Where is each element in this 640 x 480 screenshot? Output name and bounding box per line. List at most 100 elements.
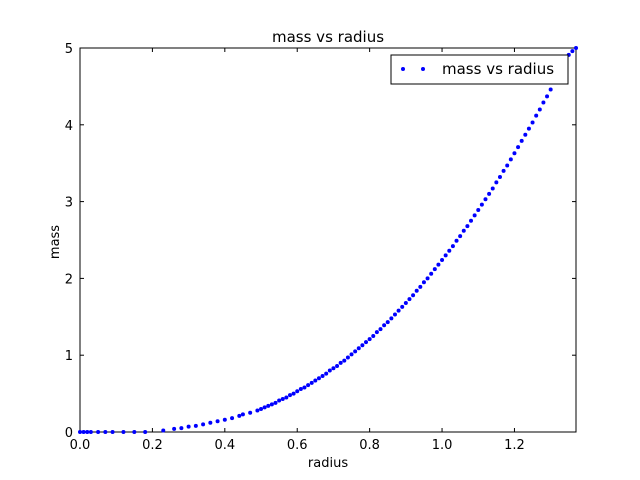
y-tick-label: 3 (65, 196, 73, 211)
data-point (262, 405, 267, 410)
data-point (240, 412, 245, 417)
data-point (273, 400, 278, 405)
data-point (414, 288, 419, 293)
data-point (222, 417, 227, 422)
data-point (193, 423, 198, 428)
data-point (418, 284, 423, 289)
data-point (161, 428, 166, 433)
data-point (519, 138, 524, 143)
data-point (121, 430, 126, 434)
data-point (291, 391, 296, 396)
data-point (230, 416, 235, 421)
data-point (508, 157, 513, 162)
data-point (132, 430, 137, 434)
data-point (534, 113, 539, 118)
legend-marker (401, 67, 405, 71)
data-point (179, 426, 184, 431)
data-point (512, 151, 517, 156)
data-point (237, 413, 242, 418)
data-point (483, 197, 488, 202)
data-point (425, 276, 430, 281)
plot-area (79, 47, 577, 433)
y-axis-label: mass (48, 225, 63, 259)
data-point (364, 340, 369, 345)
data-point (327, 368, 332, 373)
x-tick-label: 0.2 (142, 438, 163, 453)
data-point (103, 430, 108, 434)
data-point (400, 304, 405, 309)
y-tick-label: 4 (65, 119, 73, 134)
data-point (287, 393, 292, 398)
data-point (309, 380, 314, 385)
y-tick-label: 2 (65, 272, 73, 287)
data-point (497, 175, 502, 180)
legend: mass vs radius (390, 54, 569, 85)
data-point (186, 424, 191, 429)
data-point (269, 402, 274, 407)
data-point (298, 386, 303, 391)
data-point (447, 248, 452, 253)
data-point (280, 396, 285, 401)
data-point (570, 49, 575, 54)
data-point (378, 327, 383, 332)
data-point (259, 406, 264, 411)
data-point (248, 410, 253, 415)
data-point (545, 94, 550, 99)
data-point (335, 363, 340, 368)
data-point (349, 352, 354, 357)
data-point (382, 323, 387, 328)
data-point (523, 132, 528, 137)
data-point (306, 383, 311, 388)
data-point (403, 300, 408, 305)
data-point (454, 238, 459, 243)
data-point (458, 234, 463, 239)
data-point (461, 228, 466, 233)
data-point (143, 430, 148, 434)
data-point (88, 430, 93, 434)
data-point (295, 389, 300, 394)
x-tick-label: 0.4 (214, 438, 235, 453)
data-point (302, 385, 307, 390)
data-point (490, 186, 495, 191)
data-point (81, 430, 86, 434)
data-point (201, 422, 206, 427)
data-point (255, 408, 260, 413)
legend-marker (421, 67, 425, 71)
data-point (385, 320, 390, 325)
x-tick-label: 1.0 (432, 438, 453, 453)
data-point (342, 358, 347, 363)
data-point (215, 419, 220, 424)
data-point (367, 337, 372, 342)
data-point (487, 191, 492, 196)
x-tick-label: 0.0 (70, 438, 91, 453)
data-point (356, 346, 361, 351)
data-point (277, 398, 282, 403)
data-point (338, 360, 343, 365)
data-point (432, 267, 437, 272)
data-point (450, 244, 455, 249)
data-point (353, 349, 358, 354)
x-axis-label: radius (308, 456, 348, 471)
data-point (530, 120, 535, 125)
data-point (324, 371, 329, 376)
data-point (331, 366, 336, 371)
data-point (396, 308, 401, 313)
data-point (548, 87, 553, 92)
data-point (374, 330, 379, 335)
data-point (429, 271, 434, 276)
data-point (421, 280, 426, 285)
data-point (476, 208, 481, 213)
data-point (479, 202, 484, 207)
data-point (440, 257, 445, 262)
data-point (494, 180, 499, 185)
data-point (537, 107, 542, 112)
data-point (316, 376, 321, 381)
data-point (516, 145, 521, 150)
data-point (371, 334, 376, 338)
data-point (411, 293, 416, 298)
y-tick-label: 5 (65, 42, 73, 57)
data-point (465, 224, 470, 229)
data-point (526, 126, 531, 131)
data-point (541, 100, 546, 105)
data-point (96, 430, 101, 434)
